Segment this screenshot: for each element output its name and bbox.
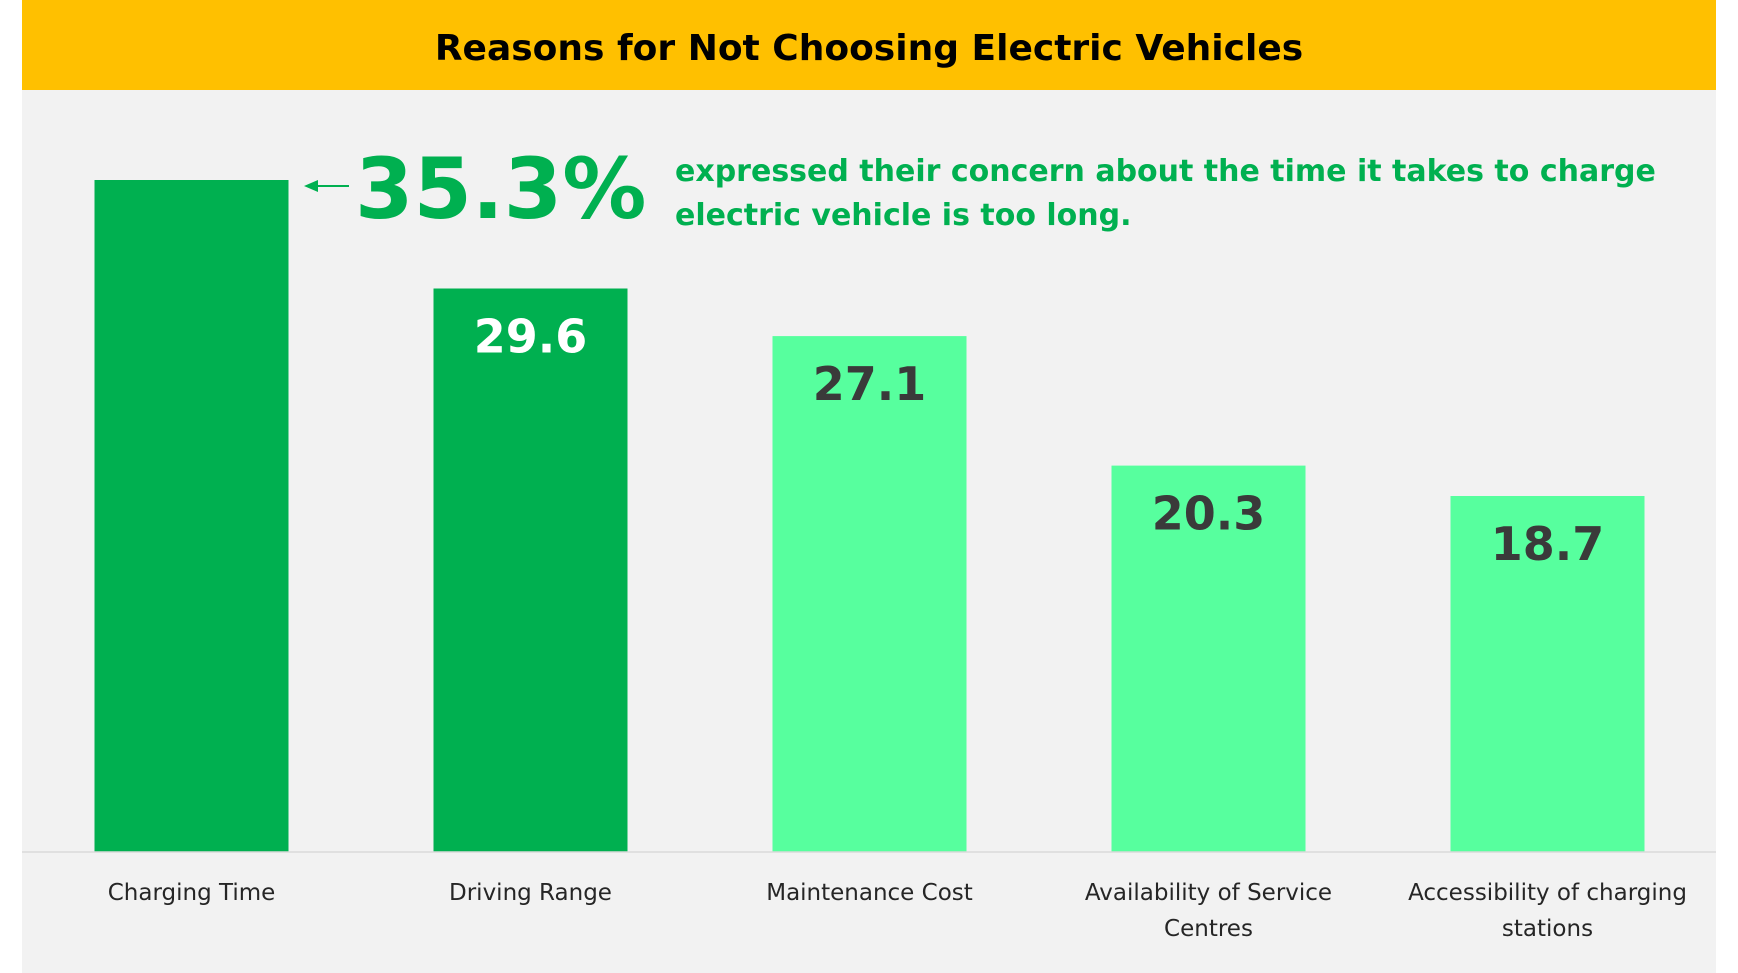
category-label-5: Accessibility of charging stations <box>1408 880 1687 942</box>
bar-1 <box>94 180 289 852</box>
bar-5 <box>1450 496 1645 852</box>
title-band <box>22 0 1716 90</box>
chart-title: Reasons for Not Choosing Electric Vehicl… <box>435 28 1303 69</box>
callout-value: 35.3% <box>355 140 646 238</box>
value-labels-group: 29.6 27.1 20.3 18.7 <box>474 310 1605 572</box>
category-label-4: Availability of Service Centres <box>1085 880 1332 942</box>
category-label-3: Maintenance Cost <box>766 880 973 906</box>
bar-3 <box>772 336 967 853</box>
bars-group <box>94 180 1645 853</box>
category-labels-group: Charging Time Driving Range Maintenance Co… <box>108 880 1687 942</box>
category-label-1: Charging Time <box>108 880 276 906</box>
bar-4 <box>1111 465 1306 852</box>
category-label-2: Driving Range <box>449 880 612 906</box>
bar-value-label-4: 20.3 <box>1152 487 1266 541</box>
callout-arrow-head-icon <box>304 180 318 192</box>
callout-annotation: 35.3% expressed their concern about the … <box>304 140 1656 238</box>
bar-2 <box>433 288 628 852</box>
bar-value-label-3: 27.1 <box>813 357 927 411</box>
callout-text-line-2: electric vehicle is too long. <box>675 198 1132 233</box>
bar-value-label-5: 18.7 <box>1491 517 1605 571</box>
callout-text-line-1: expressed their concern about the time i… <box>675 154 1656 189</box>
bar-value-label-2: 29.6 <box>474 310 588 364</box>
